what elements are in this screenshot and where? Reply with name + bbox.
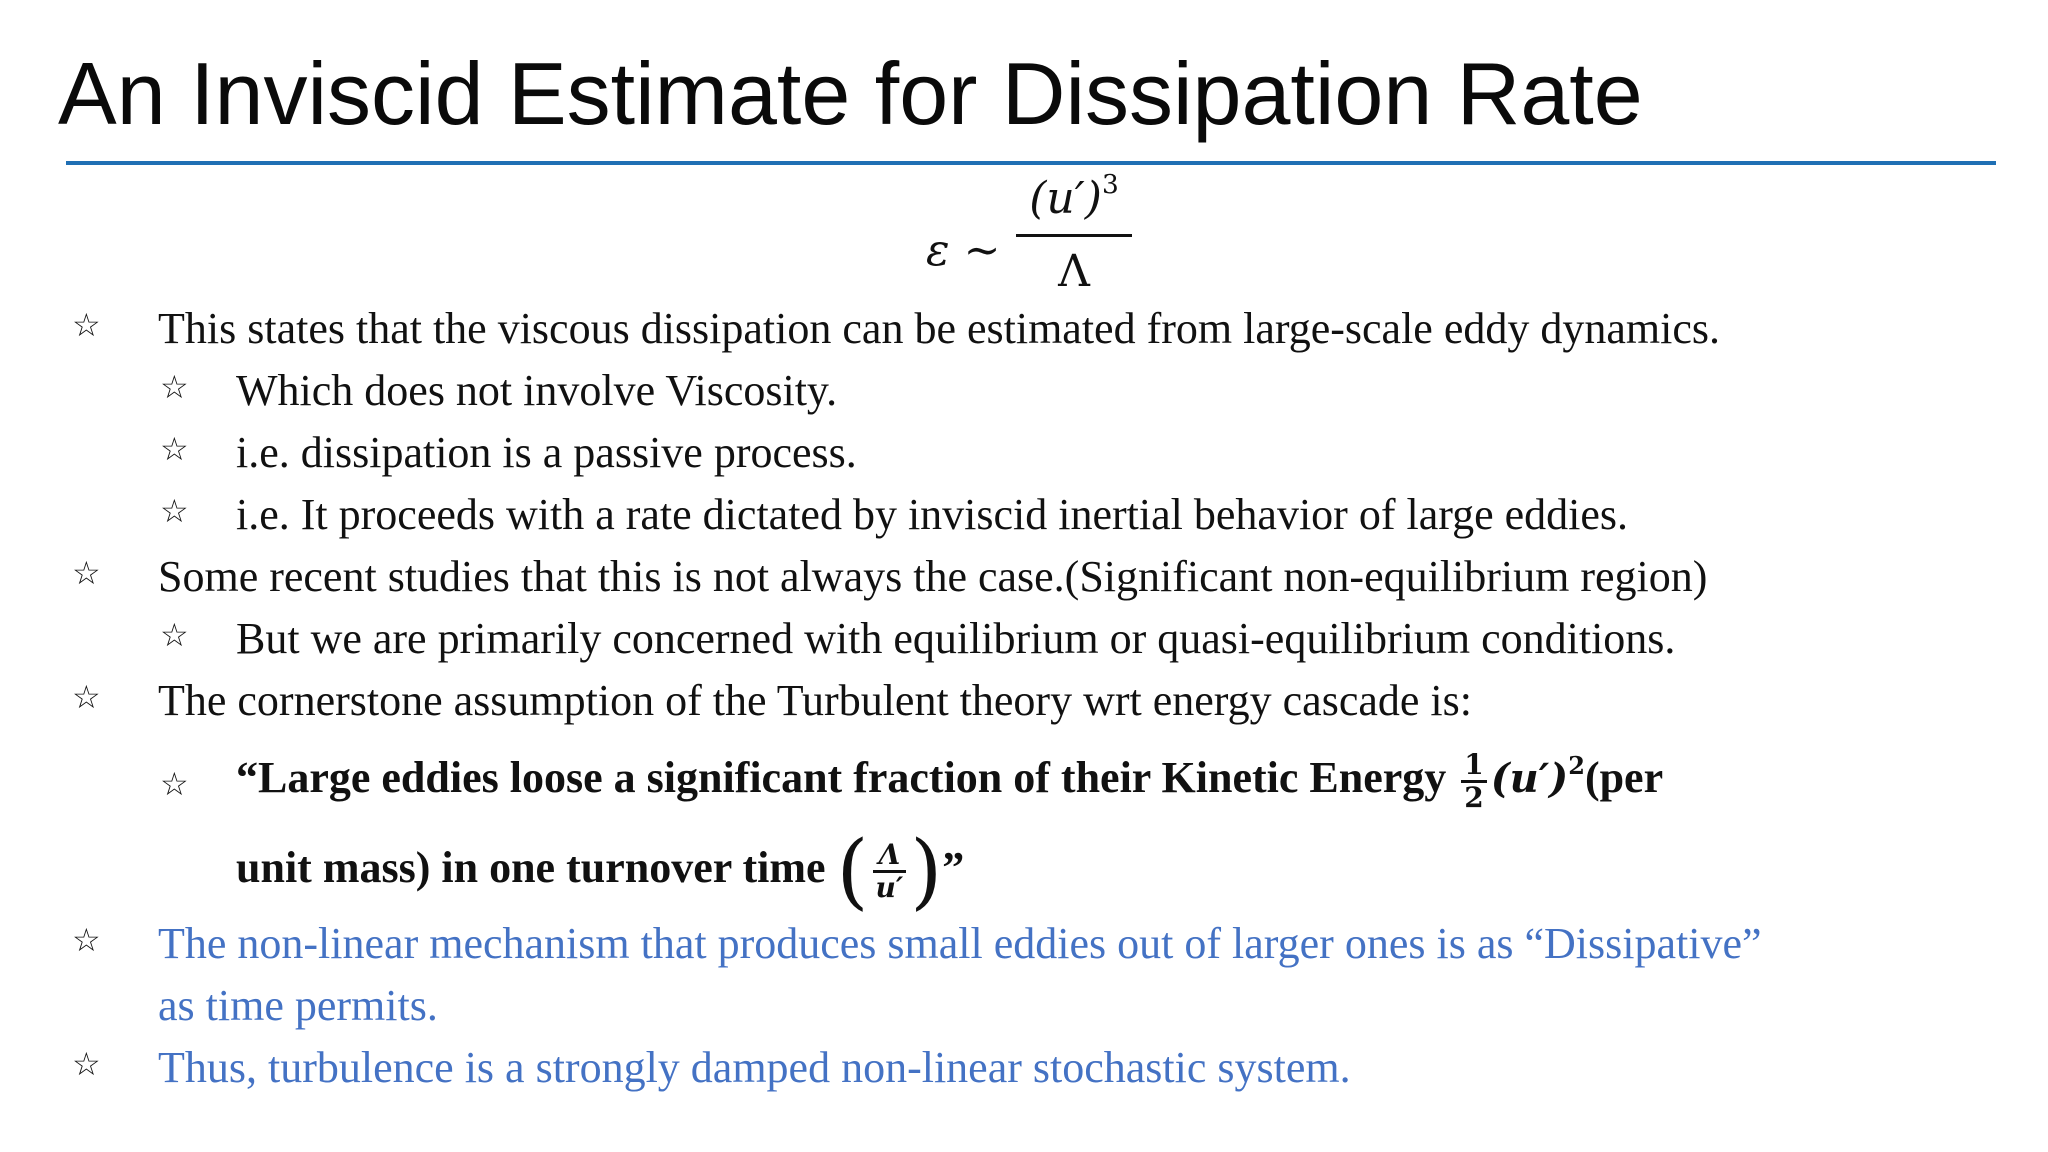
sub-bullet-3: ☆ i.e. It proceeds with a rate dictated … (160, 489, 1628, 541)
star-outline-icon: ☆ (160, 492, 189, 530)
equation-fraction: (u′)3 Λ (1016, 170, 1132, 301)
star-outline-icon: ☆ (160, 368, 189, 406)
bullet-3: ☆ The cornerstone assumption of the Turb… (72, 675, 1472, 727)
title-underline (66, 161, 1996, 165)
equation-numerator: (u′)3 (1029, 169, 1119, 224)
blue-bullet-2: ☆ Thus, turbulence is a strongly damped … (72, 1042, 1351, 1094)
quote-line-1: ☆ “Large eddies loose a significant frac… (160, 748, 1664, 815)
equation-lhs: ε ~ (926, 225, 1001, 276)
star-outline-icon: ☆ (72, 554, 101, 592)
blue-bullet-1-continued: as time permits. (158, 981, 438, 1030)
sub-bullet-4: ☆ But we are primarily concerned with eq… (160, 613, 1675, 665)
equation-denominator: Λ (1058, 246, 1090, 297)
star-outline-icon: ☆ (160, 430, 189, 468)
slide-title: An Inviscid Estimate for Dissipation Rat… (58, 44, 1643, 143)
bullet-1: ☆ This states that the viscous dissipati… (72, 303, 1720, 355)
bullet-2: ☆ Some recent studies that this is not a… (72, 551, 1707, 603)
velocity-term: (u′)2 (1490, 751, 1585, 803)
star-outline-icon: ☆ (72, 921, 101, 959)
star-outline-icon: ☆ (72, 678, 101, 716)
star-outline-icon: ☆ (160, 616, 189, 654)
star-outline-icon: ☆ (160, 765, 189, 803)
equation-exponent: 3 (1101, 169, 1119, 201)
star-outline-icon: ☆ (72, 1045, 101, 1083)
fraction-bar (1016, 234, 1132, 237)
sub-bullet-2: ☆ i.e. dissipation is a passive process. (160, 427, 857, 479)
star-outline-icon: ☆ (72, 306, 101, 344)
sub-bullet-1: ☆ Which does not involve Viscosity. (160, 365, 837, 417)
blue-bullet-1: ☆ The non-linear mechanism that produces… (72, 918, 1762, 970)
